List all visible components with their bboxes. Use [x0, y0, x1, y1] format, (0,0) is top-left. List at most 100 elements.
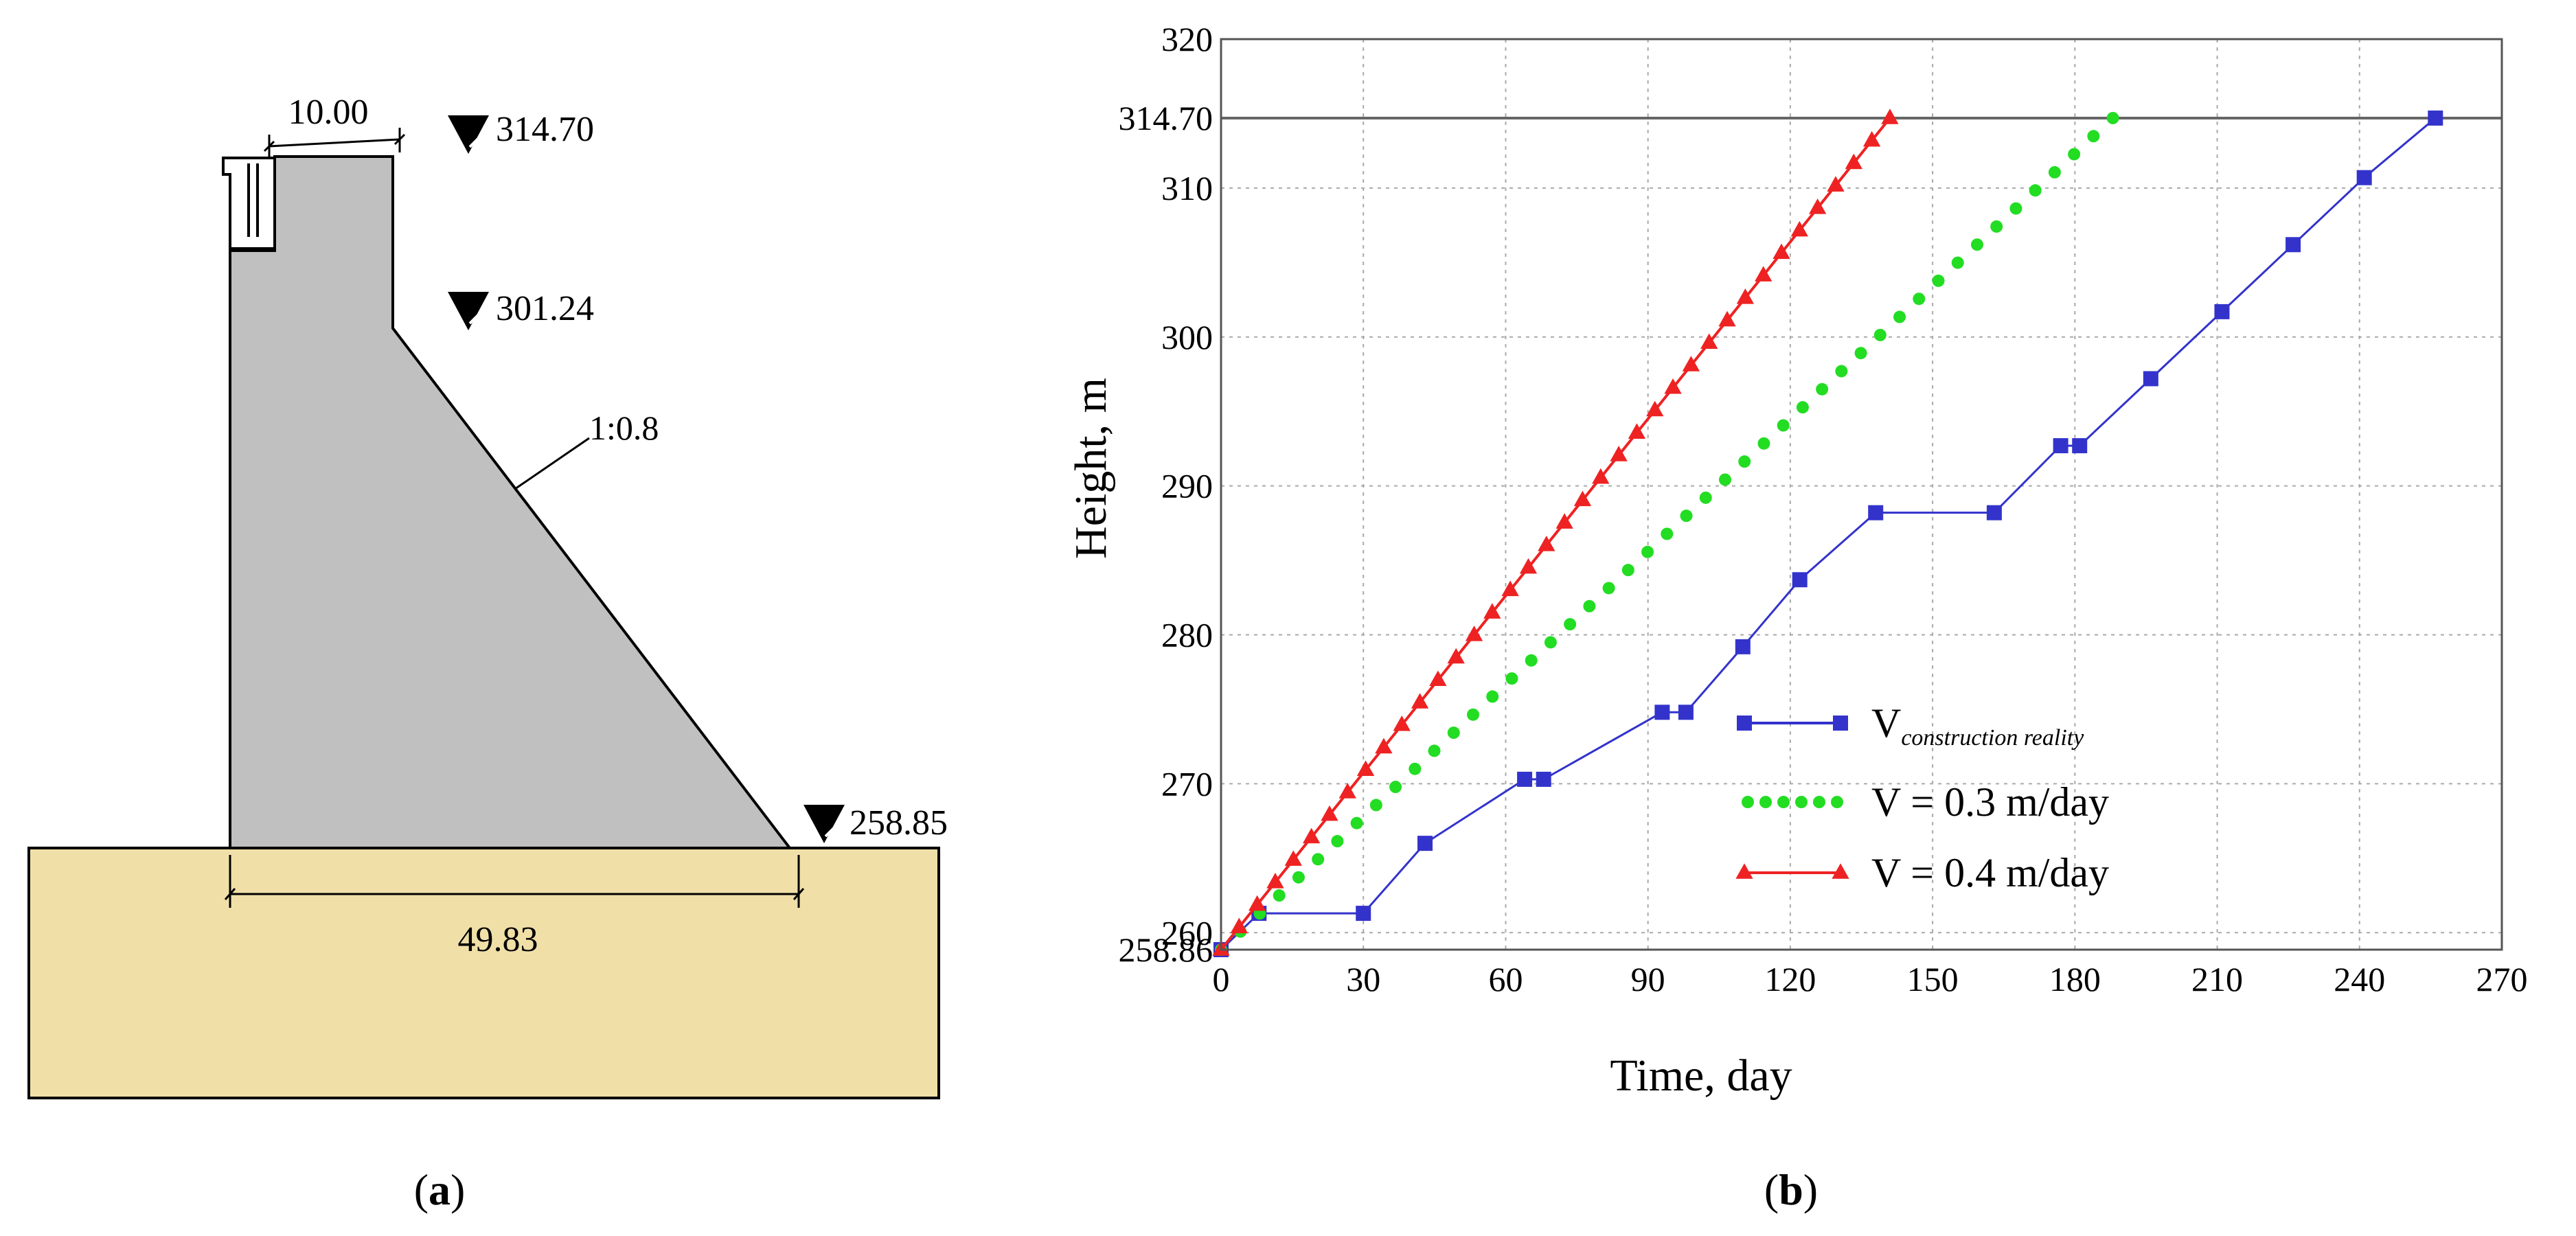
- data-point: [2106, 111, 2119, 124]
- data-point: [1737, 716, 1752, 731]
- slope-leader: [514, 437, 590, 490]
- elevation-crest-label: 314.70: [496, 110, 594, 149]
- data-point: [1428, 744, 1441, 757]
- data-point: [1736, 288, 1755, 304]
- chart-grid: [1221, 39, 2502, 950]
- data-point: [1273, 889, 1286, 902]
- legend-entry: Vconstruction reality: [1737, 700, 2084, 751]
- data-point: [1592, 468, 1610, 484]
- x-tick-label: 180: [2049, 960, 2101, 998]
- data-point: [1641, 545, 1654, 558]
- data-point: [1411, 693, 1429, 709]
- data-point: [1664, 378, 1682, 394]
- data-point: [1718, 310, 1736, 327]
- data-point: [1505, 672, 1518, 685]
- data-point: [1429, 670, 1447, 687]
- elevation-marker-crest: 314.70: [448, 110, 594, 154]
- data-point: [1486, 690, 1499, 703]
- x-tick-label: 30: [1346, 960, 1380, 998]
- data-point: [1862, 130, 1881, 147]
- data-point: [1699, 491, 1712, 504]
- legend-swatch: [1813, 796, 1825, 808]
- elevation-triangle-icon: [448, 115, 489, 154]
- data-point: [1292, 871, 1305, 884]
- data-point: [1465, 626, 1483, 641]
- data-point: [1970, 238, 1983, 251]
- x-tick-label: 240: [2334, 960, 2385, 998]
- data-point: [2053, 438, 2068, 454]
- data-point: [1796, 401, 1809, 414]
- legend-label: V = 0.4 m/day: [1871, 850, 2109, 895]
- data-point: [1302, 827, 1321, 844]
- series-circle: [1215, 111, 2119, 956]
- data-point: [2428, 110, 2443, 126]
- data-point: [1678, 705, 1694, 720]
- legend-label-subscript: construction reality: [1901, 725, 2084, 751]
- data-point: [1466, 708, 1479, 721]
- caption-a: (a): [414, 1165, 466, 1214]
- series-line: [1220, 117, 2437, 951]
- data-point: [1447, 726, 1460, 740]
- data-point: [1409, 762, 1422, 775]
- data-point: [2068, 148, 2081, 161]
- data-point: [2029, 184, 2042, 197]
- data-point: [1700, 333, 1718, 350]
- data-point: [1646, 400, 1664, 417]
- data-point: [1248, 895, 1266, 911]
- data-point: [2214, 304, 2230, 319]
- data-point: [1628, 423, 1646, 439]
- data-point: [1610, 446, 1628, 461]
- data-point: [2143, 371, 2158, 387]
- legend-swatch: [1831, 796, 1843, 808]
- data-point: [1845, 153, 1862, 170]
- data-point: [1833, 716, 1848, 731]
- x-tick-label: 0: [1213, 960, 1230, 998]
- data-point: [1375, 737, 1393, 754]
- data-point: [1757, 437, 1770, 450]
- data-point: [1501, 580, 1519, 597]
- y-tick-label: 290: [1161, 467, 1213, 505]
- legend-entry: V = 0.4 m/day: [1735, 850, 2109, 895]
- y-axis-label: Height, m: [1066, 378, 1116, 559]
- crest-width-label: 10.00: [288, 93, 369, 132]
- elevation-marker-base: 258.85: [803, 803, 948, 843]
- data-point: [1735, 639, 1751, 654]
- data-point: [1525, 654, 1538, 667]
- data-point: [1773, 243, 1790, 260]
- data-point: [1284, 850, 1302, 866]
- legend-swatch: [1795, 796, 1808, 808]
- data-point: [1369, 799, 1382, 812]
- data-point: [1356, 760, 1375, 776]
- data-point: [1519, 558, 1538, 574]
- elevation-base-label: 258.85: [850, 803, 948, 843]
- x-axis-label: Time, day: [1610, 1051, 1792, 1101]
- data-point: [1827, 176, 1845, 192]
- y-tick-label: 270: [1161, 764, 1213, 803]
- data-point: [1538, 536, 1555, 551]
- data-point: [1792, 572, 1808, 588]
- data-point: [1350, 816, 1363, 829]
- data-point: [1517, 771, 1533, 787]
- panel-a-dam-section: 10.00 1:0.8 314.70 301.24 258.85 4: [27, 93, 948, 1214]
- legend-swatch: [1759, 796, 1772, 808]
- data-point: [1447, 648, 1465, 664]
- data-point: [2009, 202, 2022, 215]
- data-point: [1602, 582, 1615, 595]
- data-point: [2048, 165, 2061, 179]
- elevation-slope-start-label: 301.24: [496, 289, 594, 328]
- data-point: [1555, 513, 1573, 529]
- data-point: [1338, 783, 1356, 799]
- data-point: [1755, 266, 1773, 282]
- data-point: [1790, 220, 1808, 237]
- data-point: [1564, 618, 1577, 631]
- chart-legend: Vconstruction reality V = 0.3 m/day V = 0.…: [1735, 700, 2109, 895]
- data-point: [1573, 490, 1592, 507]
- data-point: [1809, 198, 1827, 214]
- y-tick-label: 258.86: [1119, 930, 1213, 969]
- data-point: [1832, 863, 1849, 879]
- y-tick-label: 314.70: [1119, 99, 1213, 137]
- data-point: [1738, 455, 1751, 468]
- data-point: [1417, 836, 1433, 851]
- y-tick-label: 310: [1161, 169, 1213, 207]
